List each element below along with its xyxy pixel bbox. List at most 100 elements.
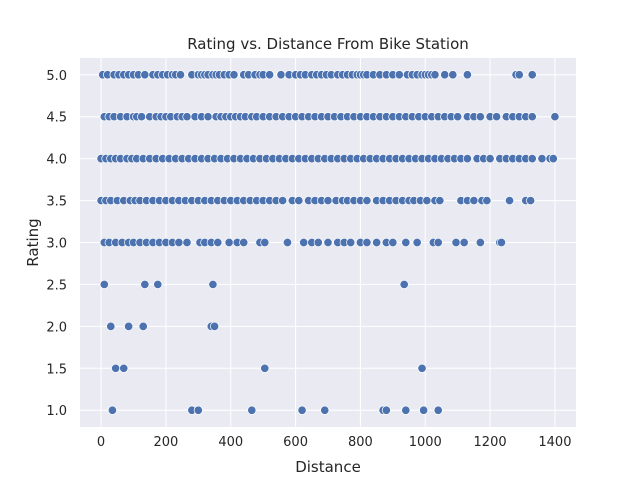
data-point — [448, 70, 458, 80]
data-point — [247, 405, 257, 415]
data-point — [435, 196, 445, 206]
data-point — [224, 237, 234, 248]
data-points — [96, 70, 560, 415]
x-tick-label: 1400 — [538, 435, 571, 450]
data-point — [124, 321, 134, 331]
data-point — [138, 321, 148, 331]
data-point — [140, 70, 150, 80]
data-point — [462, 70, 472, 80]
data-point — [440, 70, 450, 80]
data-point — [99, 279, 109, 289]
data-point — [475, 237, 485, 248]
data-point — [462, 154, 472, 164]
y-tick-label: 5.0 — [46, 69, 67, 84]
data-point — [514, 70, 524, 80]
data-point — [527, 154, 537, 164]
data-point — [260, 237, 270, 248]
data-point — [297, 405, 307, 415]
data-point — [394, 70, 404, 80]
data-point — [362, 237, 372, 248]
x-tick-label: 600 — [283, 435, 308, 450]
data-point — [504, 196, 515, 206]
data-point — [482, 196, 492, 206]
y-tick-label: 2.0 — [46, 320, 67, 335]
data-point — [537, 154, 547, 164]
data-point — [107, 405, 117, 415]
y-axis-label: Rating — [24, 218, 42, 266]
data-point — [323, 237, 333, 248]
data-point — [417, 363, 427, 373]
data-point — [433, 405, 443, 415]
data-point — [209, 321, 220, 331]
chart-title: Rating vs. Distance From Bike Station — [187, 35, 469, 53]
data-point — [526, 196, 536, 206]
data-point — [323, 196, 333, 206]
data-point — [469, 196, 479, 206]
data-point — [119, 363, 129, 373]
data-point — [422, 196, 432, 206]
y-tick-label: 4.0 — [46, 153, 67, 168]
data-point — [485, 154, 495, 164]
x-tick-label: 1200 — [474, 435, 507, 450]
data-point — [412, 237, 422, 248]
data-point — [548, 154, 558, 164]
y-tick-label: 4.5 — [46, 111, 67, 126]
data-point — [399, 279, 409, 289]
x-tick-label: 0 — [97, 435, 105, 450]
data-point — [492, 112, 502, 122]
data-point — [459, 237, 469, 248]
data-point — [527, 70, 537, 80]
data-point — [193, 405, 203, 415]
data-point — [401, 237, 411, 248]
data-point — [388, 237, 398, 248]
data-point — [278, 196, 288, 206]
data-point — [401, 405, 411, 415]
data-point — [239, 237, 249, 248]
data-point — [229, 70, 239, 80]
data-point — [362, 196, 372, 206]
data-point — [550, 112, 560, 122]
x-tick-label: 400 — [218, 435, 243, 450]
y-tick-label: 1.0 — [46, 404, 67, 419]
data-point — [203, 112, 213, 122]
data-point — [433, 237, 443, 248]
y-tick-label: 1.5 — [46, 362, 67, 377]
data-point — [260, 363, 270, 373]
data-point — [372, 237, 382, 248]
x-tick-labels: 0 200 400 600 800 1000 1200 1400 — [97, 435, 572, 450]
data-point — [265, 70, 275, 80]
data-point — [346, 237, 356, 248]
data-point — [153, 279, 163, 289]
y-tick-label: 2.5 — [46, 278, 67, 293]
data-point — [475, 112, 485, 122]
data-point — [381, 405, 391, 415]
data-point — [496, 237, 506, 248]
data-point — [299, 237, 309, 248]
data-point — [527, 112, 537, 122]
data-point — [276, 70, 286, 80]
data-point — [419, 405, 429, 415]
data-point — [137, 112, 147, 122]
data-point — [282, 237, 293, 248]
data-point — [451, 237, 461, 248]
data-point — [313, 237, 323, 248]
data-point — [111, 363, 121, 373]
data-point — [320, 405, 330, 415]
x-tick-label: 1000 — [409, 435, 442, 450]
data-point — [453, 112, 463, 122]
data-point — [182, 237, 192, 248]
data-point — [174, 237, 184, 248]
data-point — [140, 279, 150, 289]
y-tick-label: 3.0 — [46, 237, 67, 252]
data-point — [430, 70, 440, 80]
data-point — [294, 196, 304, 206]
data-point — [213, 237, 223, 248]
x-axis-label: Distance — [295, 458, 361, 476]
y-tick-label: 3.5 — [46, 195, 67, 210]
x-tick-label: 200 — [153, 435, 178, 450]
data-point — [182, 112, 192, 122]
x-tick-label: 800 — [348, 435, 373, 450]
data-point — [208, 279, 218, 289]
data-point — [106, 321, 116, 331]
